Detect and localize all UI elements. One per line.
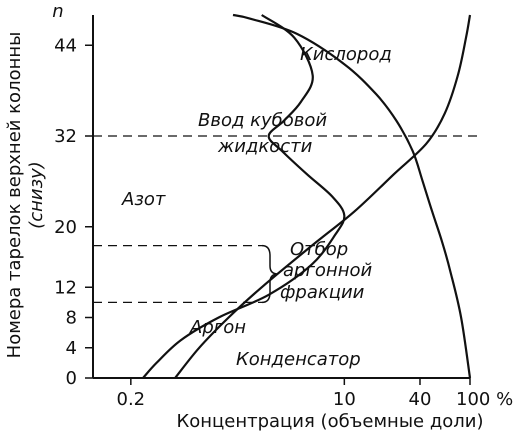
y-tick-label: 32 (54, 126, 77, 147)
x-tick-label: 40 (409, 389, 432, 410)
x-axis-label: Концентрация (объемные доли) (176, 411, 483, 432)
nitrogen-curve (232, 13, 472, 379)
annotation-argon: Аргон (189, 317, 246, 338)
y-axis-label-line2: (снизу) (26, 161, 47, 229)
annotation-feed1: Ввод кубовой (198, 110, 327, 131)
y-tick-label: 20 (54, 217, 77, 238)
y-tick-label: 44 (54, 35, 77, 56)
annotation-draw2: аргонной (283, 260, 372, 281)
annotation-condenser: Конденсатор (236, 349, 361, 370)
y-tick-label: 12 (54, 277, 77, 298)
x-tick-label: 0.2 (117, 389, 146, 410)
y-axis-symbol: n (52, 1, 63, 22)
y-axis-label-line1: Номера тарелок верхней колонны (4, 32, 25, 359)
y-tick-label: 4 (66, 338, 77, 359)
annotation-feed2: жидкости (217, 136, 313, 157)
x-tick-label: 10 (333, 389, 356, 410)
annotation-nitrogen: Азот (121, 189, 166, 210)
y-tick-label: 8 (66, 308, 77, 329)
annotation-oxygen: Кислород (300, 44, 392, 65)
x-tick-label: 100 % (456, 389, 513, 410)
oxygen-curve (174, 14, 472, 379)
annotation-draw1: Отбор (290, 239, 348, 260)
annotation-draw3: фракции (280, 282, 365, 303)
y-tick-label: 0 (66, 368, 77, 389)
argon-curve (142, 14, 346, 379)
